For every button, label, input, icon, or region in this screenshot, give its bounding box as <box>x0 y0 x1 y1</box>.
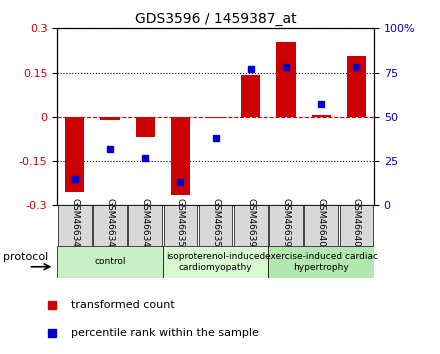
Bar <box>276 42 296 117</box>
Bar <box>171 117 190 195</box>
Text: GSM466351: GSM466351 <box>211 198 220 253</box>
FancyBboxPatch shape <box>128 205 162 246</box>
Text: exercise-induced cardiac
hypertrophy: exercise-induced cardiac hypertrophy <box>265 252 378 272</box>
Text: GSM466399: GSM466399 <box>282 198 290 253</box>
FancyBboxPatch shape <box>163 246 268 278</box>
Text: protocol: protocol <box>3 252 48 262</box>
Text: GSM466341: GSM466341 <box>70 198 79 253</box>
Bar <box>100 117 120 120</box>
Text: GSM466400: GSM466400 <box>317 198 326 253</box>
Text: GSM466394: GSM466394 <box>246 198 255 253</box>
FancyBboxPatch shape <box>57 246 163 278</box>
FancyBboxPatch shape <box>340 205 373 246</box>
Bar <box>312 115 331 117</box>
FancyBboxPatch shape <box>234 205 268 246</box>
FancyBboxPatch shape <box>268 246 374 278</box>
Text: GSM466349: GSM466349 <box>141 198 150 253</box>
FancyBboxPatch shape <box>93 205 127 246</box>
Title: GDS3596 / 1459387_at: GDS3596 / 1459387_at <box>135 12 297 26</box>
FancyBboxPatch shape <box>269 205 303 246</box>
Text: percentile rank within the sample: percentile rank within the sample <box>71 327 259 338</box>
FancyBboxPatch shape <box>199 205 232 246</box>
Text: GSM466348: GSM466348 <box>106 198 114 253</box>
Text: GSM466401: GSM466401 <box>352 198 361 253</box>
Text: control: control <box>94 257 126 267</box>
FancyBboxPatch shape <box>164 205 197 246</box>
Bar <box>347 56 366 117</box>
Text: isoproterenol-induced
cardiomyopathy: isoproterenol-induced cardiomyopathy <box>166 252 265 272</box>
FancyBboxPatch shape <box>58 205 92 246</box>
Text: transformed count: transformed count <box>71 299 175 310</box>
Bar <box>136 117 155 137</box>
Text: GSM466350: GSM466350 <box>176 198 185 253</box>
Bar <box>65 117 84 192</box>
Bar <box>241 75 260 117</box>
FancyBboxPatch shape <box>304 205 338 246</box>
Bar <box>206 117 225 118</box>
